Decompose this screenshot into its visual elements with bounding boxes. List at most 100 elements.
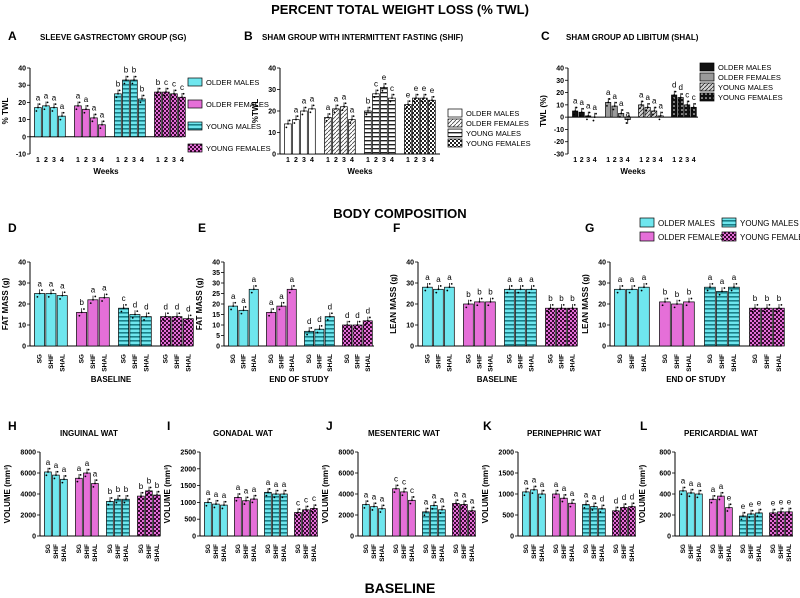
significance-letter: e bbox=[422, 84, 427, 93]
data-point bbox=[640, 289, 643, 292]
significance-letter: a bbox=[470, 497, 475, 506]
y-axis-label: VOLUME (mm³) bbox=[481, 464, 490, 523]
bar bbox=[739, 515, 747, 537]
bar bbox=[45, 293, 57, 347]
y-tick-label: 0 bbox=[22, 344, 26, 351]
y-tick-label: 30 bbox=[556, 78, 564, 85]
x-tick-label: 1 bbox=[326, 157, 330, 164]
significance-letter: b bbox=[675, 290, 680, 299]
data-point bbox=[530, 288, 533, 291]
data-point bbox=[326, 319, 329, 321]
x-tick-label: SG bbox=[710, 544, 717, 553]
x-tick-label: SG bbox=[393, 544, 400, 553]
data-point bbox=[412, 496, 415, 498]
y-tick-label: 40 bbox=[268, 66, 276, 73]
data-point bbox=[306, 333, 308, 336]
data-point bbox=[156, 494, 158, 496]
bar bbox=[690, 106, 697, 118]
data-point bbox=[276, 489, 279, 492]
legend-swatch bbox=[187, 121, 203, 131]
y-tick-label: 6000 bbox=[20, 471, 36, 478]
data-point bbox=[640, 103, 643, 106]
data-point bbox=[623, 506, 625, 509]
significance-letter: b bbox=[155, 481, 160, 490]
x-tick-label: 1 bbox=[639, 157, 643, 164]
x-tick-label: SHAL bbox=[365, 354, 372, 372]
x-tick-label: 4 bbox=[692, 157, 696, 164]
x-tick-label: SHAL bbox=[379, 544, 386, 562]
panel-letter-e: E bbox=[198, 221, 206, 235]
x-tick-label: SG bbox=[163, 354, 170, 363]
data-point bbox=[280, 305, 283, 307]
bar bbox=[420, 97, 428, 155]
data-point bbox=[574, 110, 577, 112]
data-point bbox=[653, 110, 656, 112]
bar bbox=[364, 110, 372, 155]
x-tick-label: SG bbox=[79, 354, 86, 363]
significance-letter: a bbox=[570, 489, 575, 498]
x-tick-label: SHIF bbox=[317, 354, 324, 369]
significance-letter: a bbox=[613, 92, 618, 101]
x-tick-label: SHAL bbox=[439, 544, 446, 562]
y-tick-label: 30 bbox=[268, 87, 276, 94]
data-point bbox=[751, 310, 754, 313]
y-tick-label: 25 bbox=[212, 291, 220, 298]
bar bbox=[716, 291, 728, 347]
significance-letter: e bbox=[406, 90, 411, 99]
x-tick-label: SHIF bbox=[518, 354, 525, 369]
data-point bbox=[740, 518, 743, 521]
data-point bbox=[147, 312, 150, 315]
x-tick-label: 3 bbox=[586, 157, 590, 164]
data-point bbox=[405, 107, 408, 109]
y-tick-label: 40 bbox=[556, 66, 564, 73]
data-point bbox=[434, 501, 437, 504]
data-point bbox=[348, 320, 351, 323]
x-tick-label: SG bbox=[121, 354, 128, 363]
significance-letter: b bbox=[132, 66, 137, 75]
bar bbox=[679, 490, 687, 537]
data-point bbox=[661, 111, 663, 114]
data-point bbox=[586, 118, 588, 121]
x-tick-label: 3 bbox=[132, 157, 136, 164]
significance-letter: b bbox=[124, 485, 129, 494]
data-point bbox=[558, 310, 561, 313]
bar bbox=[468, 510, 476, 537]
data-point bbox=[625, 122, 628, 124]
data-point bbox=[772, 512, 774, 514]
data-point bbox=[288, 119, 291, 122]
bar bbox=[145, 490, 153, 537]
bar bbox=[98, 297, 110, 347]
x-tick-label: 2 bbox=[613, 157, 617, 164]
y-tick-label: 30 bbox=[18, 281, 26, 288]
data-point bbox=[293, 122, 296, 124]
significance-letter: a bbox=[92, 104, 97, 113]
y-axis-label: %TWL bbox=[251, 99, 260, 124]
data-point bbox=[489, 301, 492, 303]
legend-swatch bbox=[447, 108, 463, 118]
significance-letter: a bbox=[231, 292, 236, 301]
data-point bbox=[521, 285, 524, 287]
y-tick-label: 30 bbox=[212, 281, 220, 288]
data-point bbox=[296, 115, 299, 118]
data-point bbox=[316, 331, 319, 334]
x-tick-label: 4 bbox=[310, 157, 314, 164]
data-point bbox=[101, 123, 103, 126]
significance-letter: b bbox=[116, 485, 121, 494]
data-point bbox=[606, 104, 608, 107]
y-tick-label: 0 bbox=[350, 534, 354, 541]
significance-letter: d bbox=[163, 302, 167, 311]
data-point bbox=[441, 508, 443, 511]
bar bbox=[378, 508, 386, 537]
data-point bbox=[179, 99, 182, 102]
data-point bbox=[619, 288, 621, 291]
data-point bbox=[678, 299, 681, 302]
x-tick-label: SHAL bbox=[776, 354, 783, 372]
data-point bbox=[607, 101, 610, 104]
y-axis-label: LEAN MASS (g) bbox=[581, 274, 590, 334]
x-tick-label: SHIF bbox=[279, 354, 286, 369]
bar bbox=[463, 303, 474, 347]
bar bbox=[342, 324, 352, 347]
y-tick-label: 40 bbox=[212, 260, 220, 267]
significance-letter: e bbox=[382, 73, 387, 82]
data-point bbox=[393, 491, 396, 494]
